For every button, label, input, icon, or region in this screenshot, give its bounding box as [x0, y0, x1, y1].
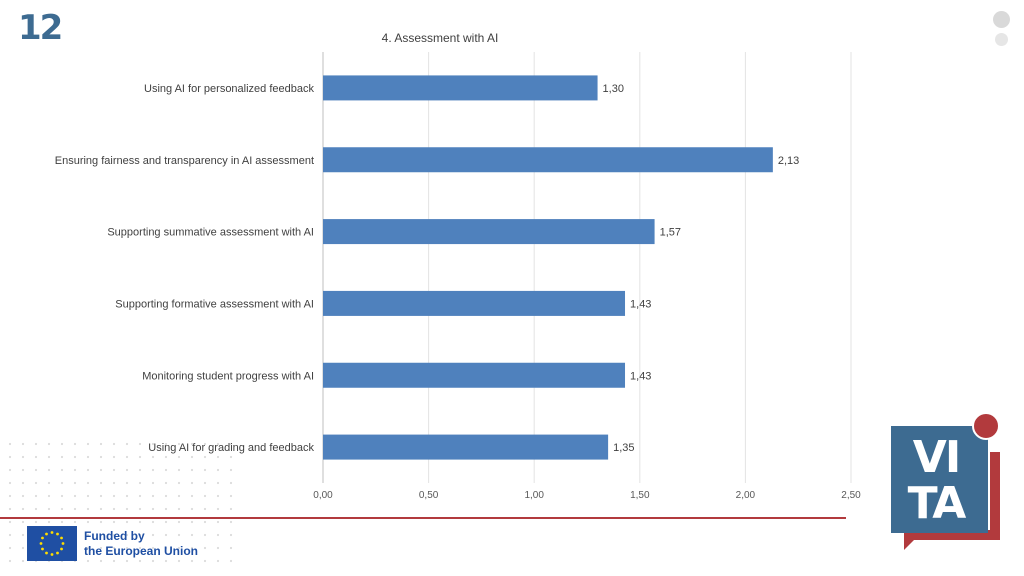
data-label: 1,30	[603, 83, 624, 95]
data-label: 1,43	[630, 370, 651, 382]
x-tick-label: 2,50	[841, 490, 861, 501]
decorative-dot	[995, 33, 1008, 46]
funded-by-eu-text: Funded by the European Union	[84, 529, 198, 559]
decorative-dot	[993, 11, 1010, 28]
x-tick-label: 0,00	[313, 490, 333, 501]
eu-flag-icon	[27, 526, 77, 561]
category-label: Using AI for grading and feedback	[148, 442, 314, 454]
data-label: 1,35	[613, 442, 634, 454]
x-tick-label: 1,50	[630, 490, 650, 501]
x-tick-label: 0,50	[419, 490, 439, 501]
bar	[323, 147, 773, 173]
x-tick-label: 2,00	[736, 490, 756, 501]
category-label: Ensuring fairness and transparency in AI…	[55, 155, 314, 167]
x-tick-label: 1,00	[524, 490, 544, 501]
vita-logo-icon: VI TA	[891, 412, 1000, 550]
funded-line-1: Funded by	[84, 529, 145, 543]
footer-divider	[0, 517, 846, 519]
slide-number: 12	[18, 8, 63, 48]
category-label: Supporting summative assessment with AI	[107, 227, 314, 239]
bar	[323, 219, 655, 245]
bar	[323, 75, 598, 101]
data-label: 1,43	[630, 298, 651, 310]
bar	[323, 290, 626, 316]
category-label: Monitoring student progress with AI	[142, 370, 314, 382]
bar	[323, 434, 609, 460]
data-label: 2,13	[778, 155, 799, 167]
funded-line-2: the European Union	[84, 544, 198, 558]
bar	[323, 362, 626, 388]
category-label: Using AI for personalized feedback	[144, 83, 314, 95]
vita-logo-text: VI TA	[908, 432, 967, 529]
chart-title: 4. Assessment with AI	[382, 31, 499, 45]
category-label: Supporting formative assessment with AI	[115, 298, 314, 310]
data-label: 1,57	[660, 227, 681, 239]
